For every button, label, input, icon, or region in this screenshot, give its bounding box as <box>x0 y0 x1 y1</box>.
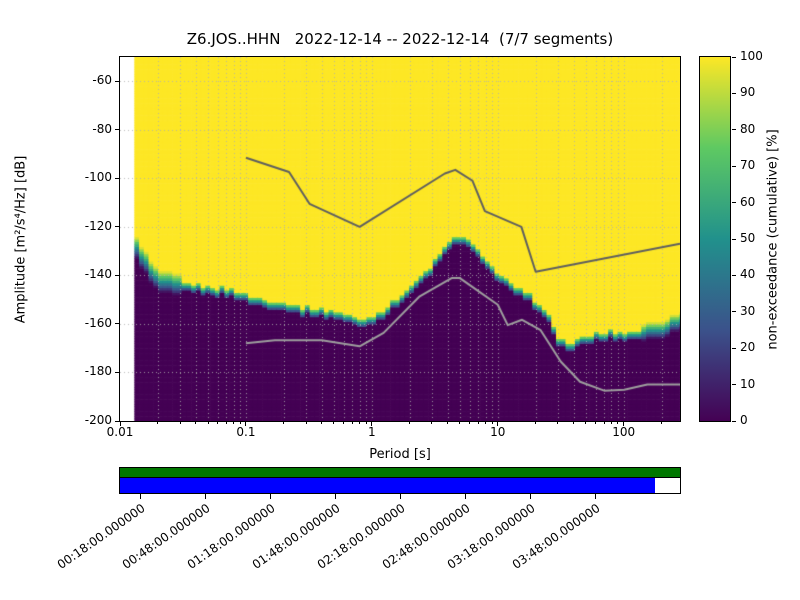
colorbar-tick-label: 70 <box>740 158 756 173</box>
x-minor-tick <box>491 422 493 424</box>
y-tick-label: -80 <box>92 121 112 136</box>
y-tick-label: -60 <box>92 73 112 88</box>
colorbar-tick <box>732 92 736 94</box>
x-minor-tick <box>431 422 433 424</box>
time-tick <box>400 494 401 499</box>
timeline-availability-bar-blue <box>119 477 681 494</box>
x-minor-tick <box>321 422 323 424</box>
y-tick-label: -200 <box>84 413 112 427</box>
y-axis-label-wrap: Amplitude [m²/s⁴/Hz] [dB] <box>10 57 32 421</box>
colorbar-tick-label: 40 <box>740 267 756 282</box>
colorbar-tick-label: 90 <box>740 85 756 100</box>
time-tick <box>205 494 206 499</box>
x-minor-tick <box>195 422 197 424</box>
colorbar-tick <box>732 202 736 204</box>
time-tick <box>595 494 596 499</box>
x-minor-tick <box>573 422 575 424</box>
y-major-tick <box>115 226 119 228</box>
x-tick-label: 1 <box>368 425 376 439</box>
colorbar-tick <box>732 384 736 386</box>
colorbar-tick-label: 30 <box>740 303 756 318</box>
x-minor-tick <box>365 422 367 424</box>
x-minor-tick <box>283 422 285 424</box>
y-major-tick <box>115 420 119 422</box>
colorbar-tick <box>732 420 736 422</box>
colorbar-tick <box>732 274 736 276</box>
x-minor-tick <box>557 422 559 424</box>
x-tick-label: 10 <box>490 425 506 439</box>
x-minor-tick <box>603 422 605 424</box>
x-minor-tick <box>535 422 537 424</box>
x-minor-tick <box>469 422 471 424</box>
time-tick <box>530 494 531 499</box>
timeline-blue-fill <box>120 478 655 493</box>
colorbar-tick-label: 80 <box>740 121 756 136</box>
y-tick-label: -140 <box>84 267 112 282</box>
x-minor-tick <box>333 422 335 424</box>
x-minor-tick <box>343 422 345 424</box>
y-tick-label: -120 <box>84 218 112 233</box>
x-major-tick <box>245 422 247 426</box>
y-axis-label: Amplitude [m²/s⁴/Hz] [dB] <box>13 155 29 323</box>
x-axis-label: Period [s] <box>369 447 431 462</box>
y-major-tick <box>115 80 119 82</box>
x-major-tick <box>119 422 121 426</box>
y-tick-label: -100 <box>84 170 112 185</box>
x-minor-tick <box>217 422 219 424</box>
y-major-tick <box>115 274 119 276</box>
y-major-tick <box>115 129 119 131</box>
x-minor-tick <box>610 422 612 424</box>
x-minor-tick <box>459 422 461 424</box>
colorbar-tick-label: 60 <box>740 194 756 209</box>
x-minor-tick <box>239 422 241 424</box>
colorbar-tick-label: 100 <box>740 49 763 63</box>
x-minor-tick <box>179 422 181 424</box>
x-minor-tick <box>661 422 663 424</box>
x-minor-tick <box>351 422 353 424</box>
colorbar-tick-label: 20 <box>740 340 756 355</box>
ppsd-heatmap-canvas <box>119 56 681 422</box>
colorbar-tick <box>732 311 736 313</box>
x-minor-tick <box>225 422 227 424</box>
x-tick-label: 0.1 <box>236 425 256 439</box>
colorbar-tick <box>732 129 736 131</box>
x-minor-tick <box>157 422 159 424</box>
x-minor-tick <box>207 422 209 424</box>
timeline-green-fill <box>120 468 680 477</box>
x-minor-tick <box>585 422 587 424</box>
colorbar-tick <box>732 56 736 58</box>
y-major-tick <box>115 371 119 373</box>
x-minor-tick <box>617 422 619 424</box>
y-major-tick <box>115 177 119 179</box>
x-minor-tick <box>359 422 361 424</box>
colorbar-tick <box>732 238 736 240</box>
time-tick <box>270 494 271 499</box>
colorbar-tick-label: 50 <box>740 231 756 245</box>
x-minor-tick <box>409 422 411 424</box>
time-tick <box>465 494 466 499</box>
x-minor-tick <box>477 422 479 424</box>
x-major-tick <box>371 422 373 426</box>
plot-title: Z6.JOS..HHN 2022-12-14 -- 2022-12-14 (7/… <box>186 30 614 48</box>
y-tick-label: -180 <box>84 364 112 379</box>
x-minor-tick <box>485 422 487 424</box>
time-tick <box>140 494 141 499</box>
x-minor-tick <box>305 422 307 424</box>
x-tick-label: 100 <box>612 425 636 439</box>
x-minor-tick <box>447 422 449 424</box>
x-major-tick <box>623 422 625 426</box>
x-minor-tick <box>233 422 235 424</box>
y-tick-label: -160 <box>84 315 112 330</box>
y-major-tick <box>115 323 119 325</box>
colorbar <box>699 56 731 422</box>
colorbar-tick-label: 10 <box>740 376 756 391</box>
time-tick <box>335 494 336 499</box>
colorbar-tick <box>732 347 736 349</box>
x-tick-label: 0.01 <box>106 425 134 439</box>
colorbar-tick-label: 0 <box>740 413 748 427</box>
x-minor-tick <box>595 422 597 424</box>
colorbar-tick <box>732 165 736 167</box>
x-major-tick <box>497 422 499 426</box>
